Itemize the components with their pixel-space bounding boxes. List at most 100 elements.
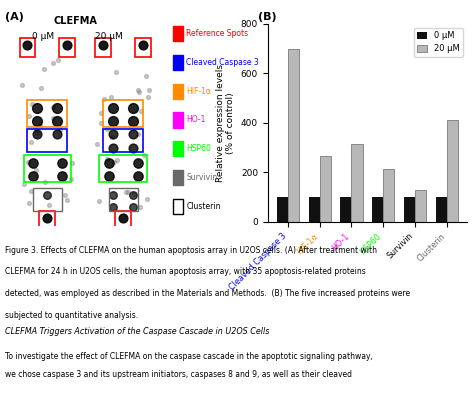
- Text: To investigate the effect of CLEFMA on the caspase cascade in the apoptotic sign: To investigate the effect of CLEFMA on t…: [5, 352, 373, 362]
- Point: [134, 173, 142, 179]
- Point: [134, 160, 142, 166]
- Point: [119, 215, 127, 221]
- Point: [40, 66, 47, 72]
- Point: [134, 130, 141, 137]
- Point: [55, 57, 62, 63]
- Point: [33, 126, 40, 133]
- Point: [67, 176, 75, 183]
- Point: [100, 42, 107, 48]
- Point: [109, 105, 117, 111]
- Bar: [447, 120, 458, 222]
- Bar: [404, 197, 415, 222]
- Point: [29, 173, 36, 179]
- Point: [108, 134, 115, 140]
- Point: [122, 189, 129, 195]
- Text: 20 μM: 20 μM: [95, 32, 123, 41]
- Text: Survivin: Survivin: [186, 173, 218, 182]
- Point: [125, 189, 132, 196]
- Point: [58, 160, 66, 166]
- Text: Cleaved Caspase 3: Cleaved Caspase 3: [186, 58, 259, 67]
- Point: [58, 173, 66, 179]
- Point: [61, 192, 69, 198]
- Text: we chose caspase 3 and its upstream initiators, caspases 8 and 9, as well as the: we chose caspase 3 and its upstream init…: [5, 370, 352, 379]
- Point: [145, 94, 152, 100]
- Bar: [415, 190, 426, 222]
- Bar: [288, 48, 299, 222]
- Point: [140, 152, 148, 158]
- Point: [33, 167, 40, 173]
- Point: [136, 89, 143, 95]
- Bar: [436, 197, 447, 222]
- Point: [25, 112, 33, 119]
- Point: [129, 105, 137, 111]
- Bar: [352, 144, 363, 222]
- Point: [44, 215, 51, 221]
- Point: [109, 192, 117, 198]
- Point: [34, 118, 41, 124]
- Point: [49, 59, 56, 66]
- Point: [18, 81, 26, 88]
- Point: [146, 87, 153, 93]
- Text: Reference Spots: Reference Spots: [186, 29, 248, 38]
- Text: (A): (A): [5, 12, 24, 22]
- Point: [129, 118, 137, 124]
- Text: (B): (B): [258, 12, 277, 22]
- Point: [110, 159, 118, 165]
- Point: [27, 139, 34, 145]
- Point: [129, 204, 137, 210]
- Bar: [383, 169, 394, 222]
- Point: [50, 104, 57, 110]
- Text: CLEFMA for 24 h in U2OS cells, the human apoptosis array, with 35 apoptosis-rela: CLEFMA for 24 h in U2OS cells, the human…: [5, 267, 365, 276]
- Text: Figure 3. Effects of CLEFMA on the human apoptosis array in U2OS cells. (A) Afte: Figure 3. Effects of CLEFMA on the human…: [5, 246, 377, 255]
- Point: [49, 115, 56, 121]
- Point: [109, 204, 117, 210]
- Point: [69, 160, 76, 166]
- Bar: [320, 156, 331, 222]
- Point: [20, 181, 28, 187]
- Point: [25, 200, 33, 206]
- Point: [54, 131, 61, 138]
- Text: CLEFMA Triggers Activation of the Caspase Cascade in U2OS Cells: CLEFMA Triggers Activation of the Caspas…: [5, 327, 269, 336]
- Point: [103, 156, 111, 162]
- Point: [27, 188, 35, 195]
- Point: [25, 159, 32, 165]
- Point: [64, 42, 71, 48]
- Point: [129, 145, 137, 151]
- Point: [34, 105, 41, 111]
- Point: [114, 157, 121, 163]
- Text: detected, was employed as described in the Materials and Methods.  (B) The five : detected, was employed as described in t…: [5, 289, 410, 298]
- Point: [103, 126, 111, 132]
- Point: [54, 118, 61, 124]
- Point: [28, 101, 36, 107]
- Point: [134, 87, 142, 93]
- Y-axis label: Relative expression levels
(% of control): Relative expression levels (% of control…: [216, 64, 235, 182]
- Text: subjected to quantitative analysis.: subjected to quantitative analysis.: [5, 311, 138, 320]
- Text: Clusterin: Clusterin: [186, 202, 221, 211]
- Point: [98, 110, 105, 116]
- Text: 0 μM: 0 μM: [32, 32, 54, 41]
- Point: [29, 160, 36, 166]
- Point: [41, 179, 49, 185]
- Bar: [309, 197, 320, 222]
- Point: [112, 69, 119, 75]
- Point: [33, 130, 41, 137]
- Point: [143, 196, 150, 202]
- Legend: 0 μM, 20 μM: 0 μM, 20 μM: [414, 28, 463, 57]
- Point: [95, 198, 103, 204]
- Point: [100, 96, 108, 103]
- Point: [56, 127, 64, 133]
- Point: [129, 131, 137, 138]
- Point: [129, 192, 137, 198]
- Text: CLEFMA: CLEFMA: [54, 16, 98, 26]
- Point: [93, 141, 101, 147]
- Bar: [372, 197, 383, 222]
- Text: HO-1: HO-1: [186, 116, 206, 124]
- Point: [54, 105, 61, 111]
- Point: [63, 197, 71, 204]
- Point: [130, 190, 138, 197]
- Point: [137, 108, 145, 114]
- Bar: [340, 197, 352, 222]
- Point: [34, 131, 41, 138]
- Point: [105, 173, 112, 179]
- Point: [24, 42, 31, 48]
